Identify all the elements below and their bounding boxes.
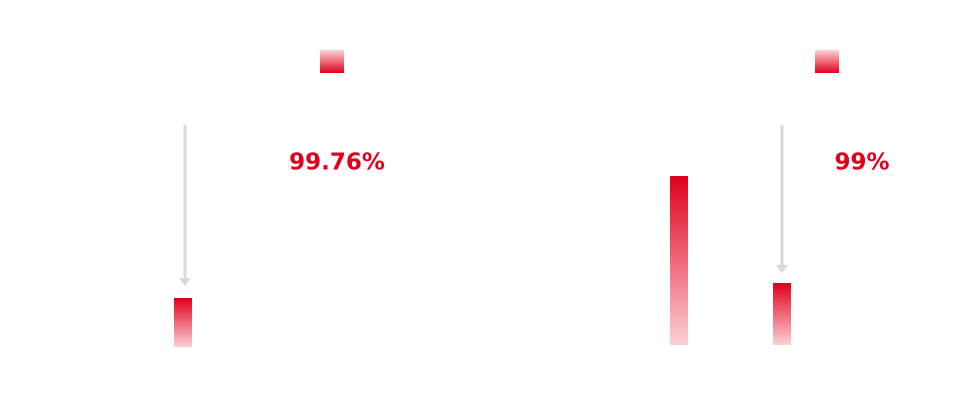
arrow-head [776,265,788,273]
percentage: 99% [834,150,889,176]
arrow-head [179,278,191,286]
bar [670,176,688,345]
percentage: 99.76% [289,150,385,176]
legend-square [815,50,839,73]
bar [174,298,192,347]
bar [773,283,791,345]
legend-square [320,50,344,73]
